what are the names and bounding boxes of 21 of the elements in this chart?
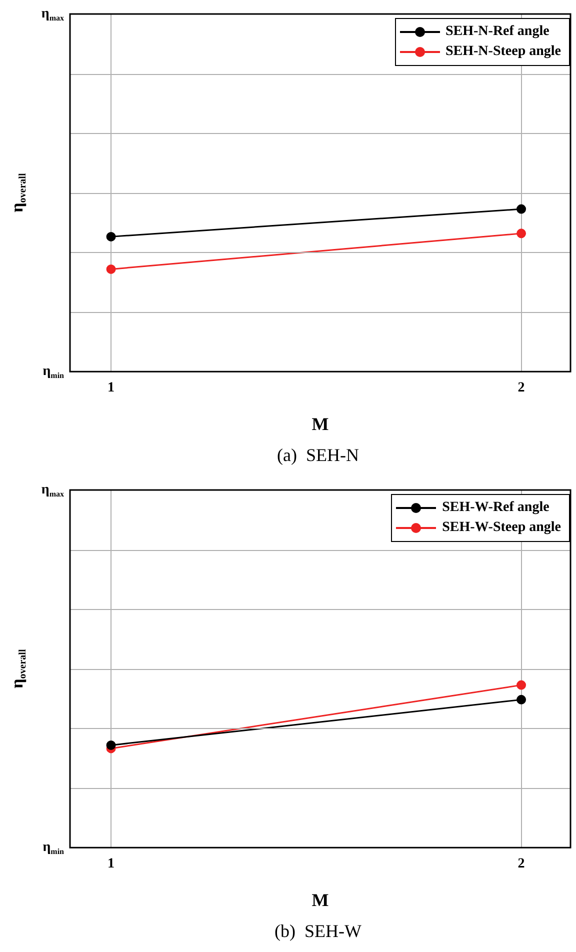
point	[106, 264, 116, 274]
x-tick-label: 1	[108, 380, 115, 396]
legend-label: SEH-N-Ref angle	[446, 24, 550, 40]
text: (a) SEH-N	[276, 444, 360, 467]
point	[516, 228, 526, 238]
legend-label: SEH-W-Ref angle	[442, 500, 550, 516]
x-axis-title: M	[312, 414, 329, 434]
point	[106, 232, 116, 242]
y-axis-title: ηoverall	[7, 649, 29, 688]
legend-label: SEH-W-Steep angle	[442, 520, 561, 536]
text: (b) SEH-W	[274, 920, 362, 943]
x-tick-label: 2	[518, 856, 525, 872]
x-tick-label: 2	[518, 380, 525, 396]
y-axis-title: ηoverall	[7, 173, 29, 212]
x-tick-label: 1	[108, 856, 115, 872]
legend-label: SEH-N-Steep angle	[446, 44, 561, 60]
point	[516, 680, 526, 690]
x-axis-title: M	[312, 890, 329, 910]
point	[516, 694, 526, 704]
point	[516, 204, 526, 214]
point	[106, 740, 116, 750]
